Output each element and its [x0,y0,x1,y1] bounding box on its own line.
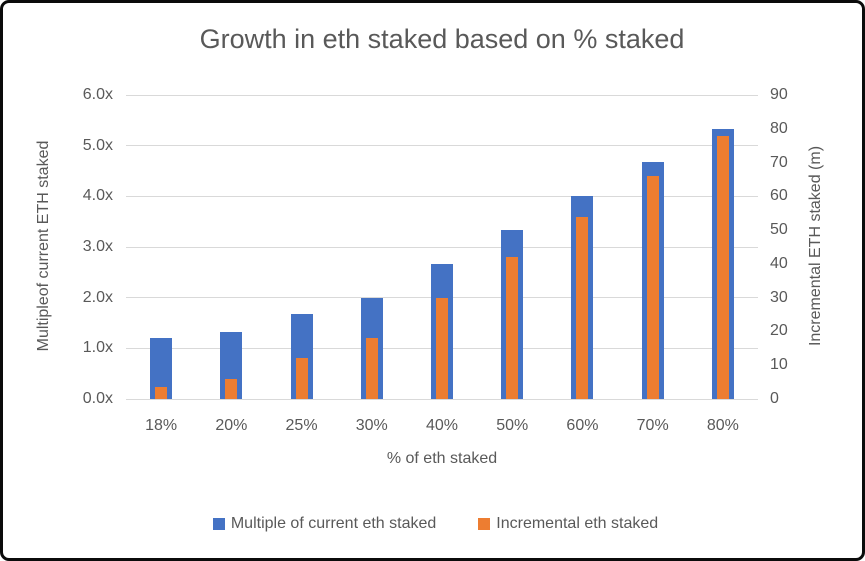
bar-incremental-18% [155,387,167,399]
bar-incremental-50% [506,257,518,399]
category-label: 50% [496,417,529,434]
gridline [126,94,758,96]
left-axis-tick-label: 1.0x [82,339,113,357]
legend-swatch [212,518,225,530]
chart-title: Growth in eth staked based on % staked [199,24,685,54]
left-axis-tick-label: 3.0x [82,238,113,255]
category-label: 70% [636,417,669,434]
gridline [126,398,758,400]
chart-canvas: Growth in eth staked based on % staked M… [3,3,862,558]
legend: Multiple of current eth staked Incrementa… [3,515,865,533]
bar-incremental-25% [296,358,308,399]
right-axis-tick-label: 40 [770,254,788,272]
legend-item: Incremental eth staked [478,515,658,533]
category-label: 40% [425,417,458,434]
category-label: 18% [145,417,178,434]
bar-incremental-80% [717,136,729,399]
bar-incremental-60% [576,217,588,399]
bar-incremental-20% [225,379,237,399]
category-label: 25% [285,417,318,434]
left-axis-tick-label: 6.0x [82,86,113,103]
plot-area [126,94,758,400]
left-axis-tick-label: 5.0x [82,136,113,154]
category-label: 80% [706,417,739,434]
bar-incremental-30% [366,338,378,399]
bar-incremental-70% [647,176,659,399]
right-axis-tick-label: 90 [770,86,788,103]
x-axis-title: % of eth staked [386,450,498,467]
bar-multiple-18% [150,338,172,399]
right-axis-tick-label: 70 [770,153,788,171]
right-axis-tick-label: 10 [770,356,788,374]
legend-item: Multiple of current eth staked [212,515,437,533]
gridline [126,195,758,197]
left-axis-tick-label: 0.0x [82,390,113,407]
right-axis-tick-label: 80 [770,119,788,137]
category-label: 30% [355,417,388,434]
bar-incremental-40% [436,298,448,399]
right-axis-tick-label: 50 [770,221,788,239]
category-label: 60% [566,417,599,434]
right-axis-title: Incremental ETH staked (m) [807,145,824,347]
left-axis-tick-label: 4.0x [82,187,113,205]
right-axis-tick-label: 30 [770,288,788,306]
legend-label: Multiple of current eth staked [230,515,437,532]
left-axis-tick-label: 2.0x [82,288,113,306]
right-axis-tick-label: 0 [770,390,779,407]
gridline [126,246,758,248]
right-axis-tick-label: 20 [770,322,788,340]
legend-label: Incremental eth staked [496,515,659,532]
right-axis-tick-label: 60 [770,187,788,205]
gridline [126,145,758,147]
category-label: 20% [215,417,248,434]
legend-swatch [478,518,491,530]
